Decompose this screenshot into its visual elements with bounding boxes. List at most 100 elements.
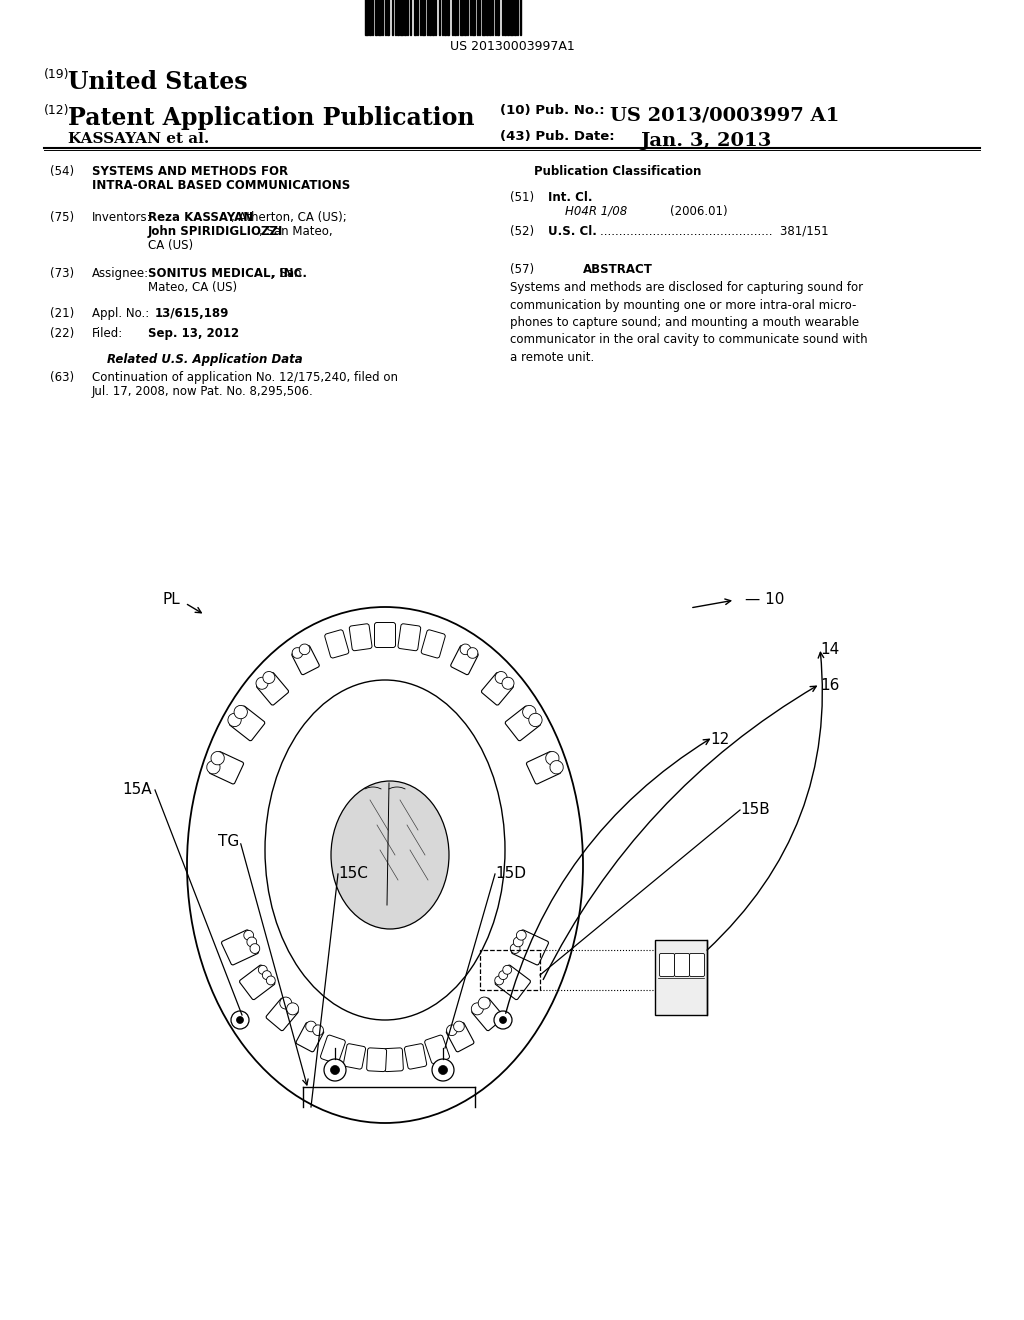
Circle shape bbox=[510, 944, 520, 953]
Text: , Atherton, CA (US);: , Atherton, CA (US); bbox=[231, 211, 347, 224]
Text: , San: , San bbox=[272, 267, 302, 280]
Text: Appl. No.:: Appl. No.: bbox=[92, 308, 150, 319]
FancyBboxPatch shape bbox=[512, 929, 549, 965]
Text: (57): (57) bbox=[510, 263, 535, 276]
Text: 15D: 15D bbox=[495, 866, 526, 882]
Text: (22): (22) bbox=[50, 327, 75, 341]
Circle shape bbox=[438, 1065, 447, 1074]
Circle shape bbox=[312, 1024, 324, 1036]
Bar bbox=[414, 0, 416, 36]
Bar bbox=[378, 0, 381, 36]
Circle shape bbox=[292, 648, 303, 659]
Circle shape bbox=[546, 751, 559, 764]
FancyBboxPatch shape bbox=[421, 630, 445, 657]
Text: 12: 12 bbox=[710, 733, 729, 747]
FancyBboxPatch shape bbox=[446, 1023, 474, 1052]
Bar bbox=[460, 0, 463, 36]
FancyBboxPatch shape bbox=[689, 953, 705, 977]
Circle shape bbox=[234, 705, 248, 718]
Text: US 2013/0003997 A1: US 2013/0003997 A1 bbox=[610, 106, 840, 124]
Circle shape bbox=[454, 1022, 464, 1032]
Bar bbox=[514, 0, 516, 36]
Circle shape bbox=[460, 644, 471, 655]
Text: (19): (19) bbox=[44, 69, 70, 81]
FancyBboxPatch shape bbox=[659, 953, 675, 977]
Circle shape bbox=[471, 1003, 483, 1015]
Text: 16: 16 bbox=[820, 677, 840, 693]
Text: TG: TG bbox=[218, 834, 240, 850]
FancyBboxPatch shape bbox=[495, 965, 530, 999]
Text: U.S. Cl.: U.S. Cl. bbox=[548, 224, 597, 238]
FancyBboxPatch shape bbox=[292, 645, 319, 675]
FancyBboxPatch shape bbox=[472, 998, 504, 1031]
Circle shape bbox=[516, 931, 526, 940]
Bar bbox=[486, 0, 488, 36]
Bar bbox=[400, 0, 403, 36]
Text: ABSTRACT: ABSTRACT bbox=[583, 263, 653, 276]
Bar bbox=[489, 0, 490, 36]
FancyBboxPatch shape bbox=[375, 623, 395, 648]
Text: Systems and methods are disclosed for capturing sound for
communication by mount: Systems and methods are disclosed for ca… bbox=[510, 281, 867, 364]
Text: Sep. 13, 2012: Sep. 13, 2012 bbox=[148, 327, 240, 341]
Circle shape bbox=[500, 1016, 507, 1023]
Circle shape bbox=[502, 677, 514, 689]
FancyBboxPatch shape bbox=[221, 929, 258, 965]
Bar bbox=[454, 0, 456, 36]
FancyBboxPatch shape bbox=[296, 1023, 324, 1052]
FancyBboxPatch shape bbox=[325, 630, 349, 657]
Circle shape bbox=[237, 1016, 244, 1023]
Text: Mateo, CA (US): Mateo, CA (US) bbox=[148, 281, 238, 294]
Bar bbox=[404, 0, 406, 36]
Text: (52): (52) bbox=[510, 224, 535, 238]
Bar bbox=[369, 0, 371, 36]
Text: (51): (51) bbox=[510, 191, 535, 205]
Circle shape bbox=[299, 644, 310, 655]
Bar bbox=[429, 0, 431, 36]
Circle shape bbox=[256, 677, 268, 689]
Text: Continuation of application No. 12/175,240, filed on: Continuation of application No. 12/175,2… bbox=[92, 371, 398, 384]
Circle shape bbox=[231, 1011, 249, 1030]
Bar bbox=[482, 0, 485, 36]
Bar bbox=[464, 0, 466, 36]
Text: KASSAYAN et al.: KASSAYAN et al. bbox=[68, 132, 209, 147]
Text: 14: 14 bbox=[820, 643, 840, 657]
FancyBboxPatch shape bbox=[398, 624, 421, 651]
Bar bbox=[444, 0, 446, 36]
Circle shape bbox=[262, 970, 271, 979]
Text: Jan. 3, 2013: Jan. 3, 2013 bbox=[640, 132, 771, 150]
FancyBboxPatch shape bbox=[229, 706, 265, 741]
Circle shape bbox=[528, 713, 542, 726]
Circle shape bbox=[494, 1011, 512, 1030]
Circle shape bbox=[495, 975, 504, 985]
Bar bbox=[655, 940, 707, 1015]
Circle shape bbox=[467, 648, 478, 659]
Circle shape bbox=[522, 705, 536, 718]
Text: (63): (63) bbox=[50, 371, 74, 384]
Text: ..............................................  381/151: ........................................… bbox=[600, 224, 828, 238]
FancyBboxPatch shape bbox=[321, 1035, 345, 1064]
Bar bbox=[510, 0, 513, 36]
FancyBboxPatch shape bbox=[675, 953, 689, 977]
Circle shape bbox=[287, 1003, 299, 1015]
Text: Inventors:: Inventors: bbox=[92, 211, 152, 224]
Bar bbox=[480, 950, 540, 990]
Text: PL: PL bbox=[163, 593, 181, 607]
FancyBboxPatch shape bbox=[240, 965, 274, 999]
Bar bbox=[397, 0, 399, 36]
Bar bbox=[472, 0, 475, 36]
Bar bbox=[432, 0, 434, 36]
Circle shape bbox=[211, 751, 224, 764]
Text: (73): (73) bbox=[50, 267, 74, 280]
Text: John SPIRIDIGLIOZZI: John SPIRIDIGLIOZZI bbox=[148, 224, 284, 238]
FancyBboxPatch shape bbox=[367, 1048, 387, 1072]
Text: Publication Classification: Publication Classification bbox=[535, 165, 701, 178]
Text: Patent Application Publication: Patent Application Publication bbox=[68, 106, 474, 129]
Text: 15C: 15C bbox=[338, 866, 368, 882]
Text: SYSTEMS AND METHODS FOR: SYSTEMS AND METHODS FOR bbox=[92, 165, 288, 178]
Text: 15B: 15B bbox=[740, 803, 770, 817]
FancyBboxPatch shape bbox=[383, 1048, 403, 1072]
Circle shape bbox=[324, 1059, 346, 1081]
Text: SONITUS MEDICAL, INC.: SONITUS MEDICAL, INC. bbox=[148, 267, 307, 280]
Bar bbox=[365, 0, 368, 36]
Text: Assignee:: Assignee: bbox=[92, 267, 150, 280]
